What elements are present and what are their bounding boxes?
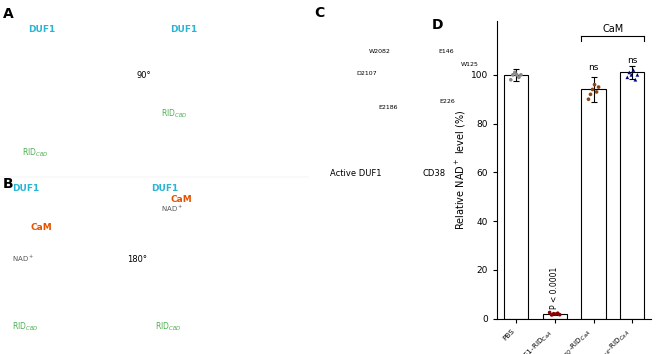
Text: DUF1: DUF1	[13, 184, 39, 193]
Text: ns: ns	[627, 56, 638, 65]
Point	[583, 96, 594, 102]
Text: DUF1: DUF1	[28, 25, 55, 34]
Text: D: D	[432, 18, 443, 32]
Point	[516, 72, 526, 78]
Point	[626, 72, 636, 78]
Text: W2082: W2082	[368, 48, 390, 53]
Text: 90°: 90°	[136, 71, 151, 80]
Point	[632, 72, 643, 78]
Point	[585, 92, 595, 97]
Point	[587, 87, 597, 92]
Text: NAD$^+$: NAD$^+$	[161, 204, 183, 215]
Point	[630, 77, 641, 82]
Text: P < 0.0001: P < 0.0001	[550, 267, 559, 309]
Text: DUF1: DUF1	[151, 184, 179, 193]
Text: CD38: CD38	[422, 169, 445, 178]
Text: E226: E226	[440, 99, 455, 104]
Point	[544, 310, 555, 315]
Text: CaM: CaM	[31, 223, 53, 232]
Point	[509, 70, 520, 75]
Point	[505, 77, 516, 82]
Text: 180°: 180°	[127, 255, 147, 264]
Bar	[543, 314, 567, 319]
Point	[514, 74, 524, 80]
Text: W125: W125	[461, 62, 478, 67]
Text: B: B	[3, 177, 14, 191]
Bar	[504, 75, 528, 319]
Text: E2186: E2186	[379, 105, 398, 110]
Point	[553, 310, 563, 316]
Text: RID$_{CBD}$: RID$_{CBD}$	[155, 320, 182, 333]
Text: CaM: CaM	[602, 24, 624, 34]
Point	[507, 72, 518, 78]
Text: A: A	[3, 7, 14, 21]
Text: RID$_{CBD}$: RID$_{CBD}$	[13, 320, 39, 333]
Point	[624, 70, 634, 75]
Point	[551, 312, 561, 317]
Text: RID$_{CBD}$: RID$_{CBD}$	[22, 147, 49, 159]
Bar	[620, 73, 644, 319]
Point	[546, 312, 557, 318]
Point	[622, 74, 632, 80]
Point	[594, 84, 604, 90]
Text: D2107: D2107	[356, 71, 377, 76]
Bar	[582, 90, 605, 319]
Point	[555, 312, 565, 318]
Text: C: C	[315, 6, 324, 19]
Text: E146: E146	[438, 48, 454, 53]
Y-axis label: Relative NAD$^+$ level (%): Relative NAD$^+$ level (%)	[453, 110, 468, 230]
Point	[592, 89, 602, 95]
Text: ns: ns	[588, 63, 599, 73]
Point	[512, 72, 522, 78]
Text: NAD$^+$: NAD$^+$	[13, 254, 34, 264]
Point	[628, 67, 639, 73]
Text: RID$_{CBD}$: RID$_{CBD}$	[161, 108, 188, 120]
Point	[548, 311, 559, 316]
Text: Active DUF1: Active DUF1	[330, 169, 382, 178]
Text: CaM: CaM	[170, 195, 192, 204]
Text: DUF1: DUF1	[170, 25, 197, 34]
Point	[590, 82, 600, 87]
